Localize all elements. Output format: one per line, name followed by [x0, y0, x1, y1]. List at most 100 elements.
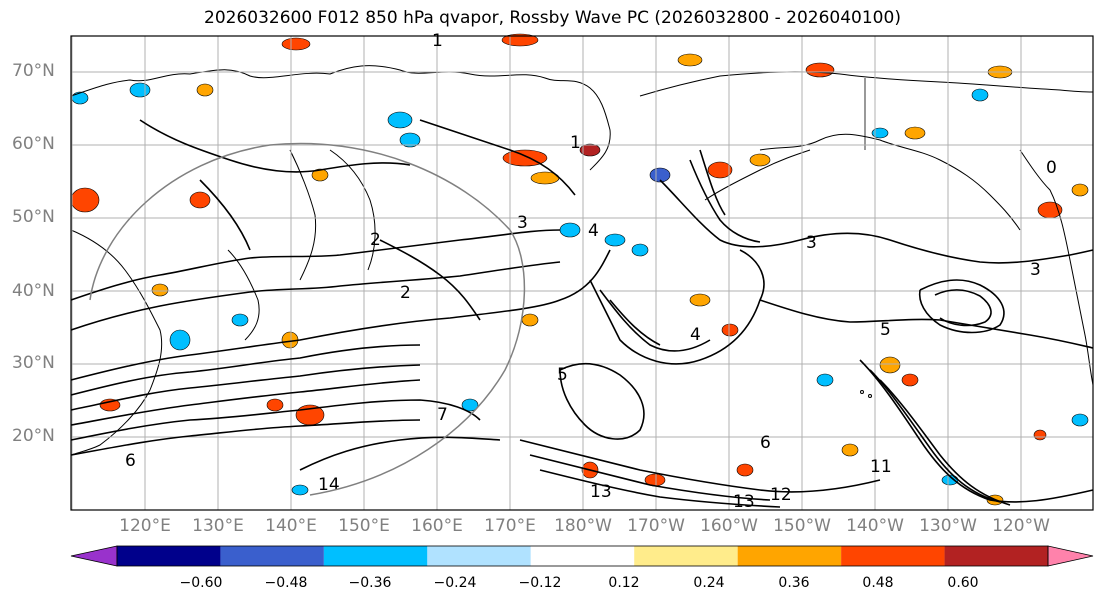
contour-label: 3: [806, 233, 817, 253]
anomaly-patch: [689, 293, 711, 307]
lon-label: 130°W: [919, 516, 977, 536]
colorbar-segment: [427, 546, 531, 566]
lon-label: 160°W: [700, 516, 758, 536]
contour-label: 1: [432, 31, 443, 51]
colorbar-tick-label: 0.60: [947, 575, 979, 591]
colorbar: [70, 545, 1094, 567]
qvapor-contours: [70, 119, 1094, 508]
anomaly-patch: [70, 187, 100, 213]
anomaly-patch: [721, 323, 739, 337]
contour-label: 1: [570, 133, 581, 153]
lat-label: 30°N: [12, 353, 55, 373]
lat-lon-grid: [71, 36, 1093, 510]
anomaly-patch: [841, 443, 859, 457]
lon-label: 140°E: [265, 516, 317, 536]
contour-label: 3: [1030, 260, 1041, 280]
anomaly-patch: [281, 37, 311, 51]
colorbar-tick-label: −0.12: [518, 575, 562, 591]
colorbar-segment: [944, 546, 1048, 566]
anomaly-patch: [1033, 429, 1047, 441]
lat-label: 60°N: [12, 134, 55, 154]
anomaly-patch: [71, 91, 89, 105]
anomaly-patch: [129, 82, 151, 98]
anomaly-patch: [904, 126, 926, 140]
lon-label: 130°E: [192, 516, 244, 536]
colorbar-tick-label: −0.48: [264, 575, 308, 591]
contour-label: 4: [690, 325, 701, 345]
contour-label: 4: [588, 221, 599, 241]
anomaly-patch: [387, 111, 413, 129]
colorbar-min-extension: [70, 545, 118, 567]
contour-label: 0: [1046, 158, 1057, 178]
colorbar-tick-label: −0.36: [348, 575, 392, 591]
contour-label: 6: [125, 451, 136, 471]
anomaly-patch: [971, 88, 989, 102]
anomaly-patch: [169, 329, 191, 351]
coastlines: [70, 65, 1094, 456]
colorbar-tick-label: 0.36: [778, 575, 810, 591]
anomaly-patch: [231, 313, 249, 327]
anomaly-patch: [399, 132, 421, 148]
anomaly-patch: [604, 233, 626, 247]
anomaly-patch: [501, 33, 539, 47]
contour-label: 2: [400, 283, 411, 303]
colorbar-segment: [737, 546, 842, 566]
map-title: 2026032600 F012 850 hPa qvapor, Rossby W…: [204, 8, 901, 28]
lon-label: 140°W: [846, 516, 904, 536]
map-frame: [70, 35, 1094, 511]
lat-label: 40°N: [12, 281, 55, 301]
colorbar-segment: [634, 546, 738, 566]
anomaly-patch: [871, 127, 889, 139]
colorbar-tick-label: −0.24: [433, 575, 477, 591]
contour-label: 13: [733, 492, 755, 512]
contour-label: 3: [517, 213, 528, 233]
lat-label: 20°N: [12, 426, 55, 446]
anomaly-patch: [311, 168, 329, 182]
contour-label: 5: [880, 320, 891, 340]
lon-label: 160°E: [411, 516, 463, 536]
colorbar-segment: [220, 546, 324, 566]
anomaly-patch: [266, 398, 284, 412]
colorbar-tick-label: 0.24: [693, 575, 725, 591]
anomaly-patch: [461, 398, 479, 412]
anomaly-fills: [70, 33, 1089, 506]
contour-label: 6: [760, 433, 771, 453]
lat-label: 70°N: [12, 61, 55, 81]
colorbar-max-extension: [1047, 545, 1094, 567]
lat-label: 50°N: [12, 207, 55, 227]
lon-label: 120°E: [119, 516, 171, 536]
anomaly-patch: [816, 373, 834, 387]
anomaly-patch: [805, 62, 835, 78]
anomaly-patch: [579, 143, 601, 157]
contour-label: 13: [590, 482, 612, 502]
great-circle-overlay: [89, 142, 526, 496]
contour-label: 12: [770, 485, 792, 505]
anomaly-patch: [649, 167, 671, 183]
colorbar-tick-label: −0.60: [179, 575, 223, 591]
lon-label: 150°E: [338, 516, 390, 536]
anomaly-patch: [707, 161, 733, 179]
lon-label: 120°W: [992, 516, 1050, 536]
colorbar-tick-label: 0.48: [862, 575, 894, 591]
contour-label: 2: [370, 230, 381, 250]
lon-label: 150°W: [773, 516, 831, 536]
colorbar-segment: [841, 546, 945, 566]
anomaly-patch: [631, 243, 649, 257]
anomaly-patch: [189, 191, 211, 209]
anomaly-patch: [879, 356, 901, 374]
anomaly-patch: [677, 53, 703, 67]
anomaly-patch: [196, 83, 214, 97]
anomaly-patch: [736, 463, 754, 477]
colorbar-segment: [117, 546, 221, 566]
anomaly-patch: [291, 484, 309, 496]
colorbar-outline: [116, 545, 1049, 567]
colorbar-segment: [323, 546, 428, 566]
anomaly-patch: [1071, 413, 1089, 427]
anomaly-patch: [151, 283, 169, 297]
anomaly-patch: [559, 222, 581, 238]
lon-label: 180°W: [554, 516, 612, 536]
colorbar-tick-label: 0.12: [608, 575, 640, 591]
anomaly-patch: [1071, 183, 1089, 197]
